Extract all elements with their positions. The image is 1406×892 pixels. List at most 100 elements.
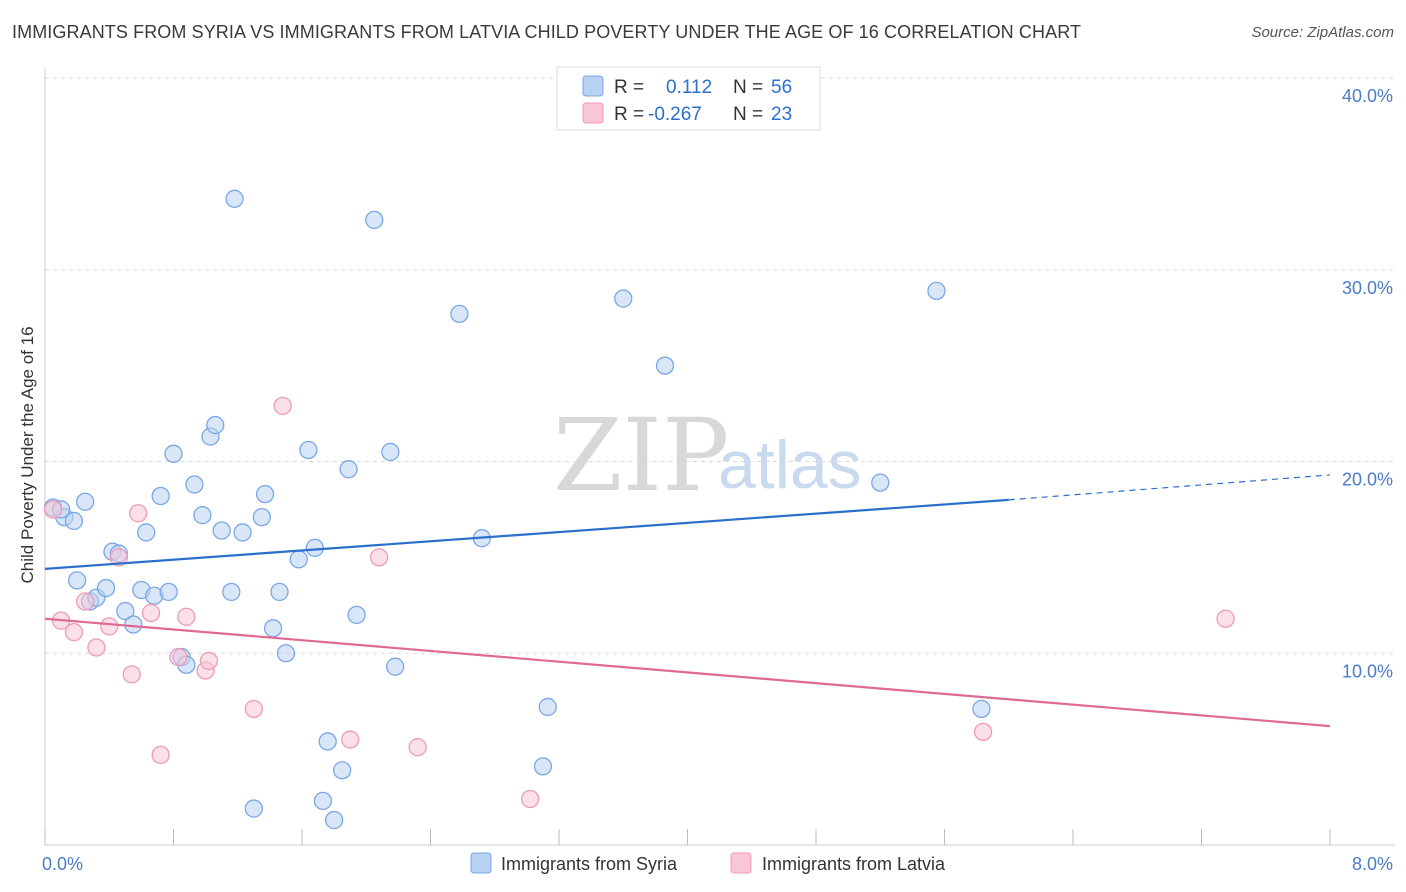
syria-point [159, 582, 178, 602]
y-tick-label: 20.0% [1342, 470, 1393, 490]
syria-point [972, 699, 991, 719]
syria-point [206, 415, 225, 435]
latvia-point [973, 722, 993, 742]
series-legend: Immigrants from Syria Immigrants from La… [470, 852, 946, 874]
syria-point [289, 550, 308, 569]
syria-point [193, 506, 212, 525]
y-tick-label: 10.0% [1342, 661, 1393, 681]
syria-point [927, 281, 946, 300]
legend-n-value-syria: 56 [771, 77, 792, 98]
watermark-atlas: atlas [718, 427, 862, 503]
series-label-latvia: Immigrants from Latvia [762, 854, 946, 874]
syria-point [233, 523, 252, 542]
syria-point [96, 578, 116, 598]
legend-n-value-latvia: 23 [771, 104, 792, 125]
syria-point [76, 492, 95, 511]
y-tick-label: 40.0% [1342, 86, 1393, 106]
latvia-point [177, 607, 196, 626]
syria-point [222, 582, 241, 602]
y-tick-labels: 10.0% 20.0% 30.0% 40.0% [1342, 86, 1393, 681]
syria-point [225, 189, 244, 208]
latvia-point [273, 396, 292, 416]
latvia-point [64, 623, 84, 642]
syria-trend-line-extension [1008, 474, 1331, 501]
legend-swatch-syria [582, 75, 604, 97]
legend-swatch-latvia [582, 102, 604, 124]
latvia-point [87, 638, 106, 657]
syria-trend-line [44, 498, 1009, 570]
syria-point [64, 511, 84, 531]
axes [44, 68, 1395, 846]
latvia-point [1216, 609, 1235, 628]
y-axis-label: Child Poverty Under the Age of 16 [18, 326, 37, 583]
gridlines [45, 77, 1395, 654]
latvia-point [369, 548, 389, 567]
legend-r-value-latvia: -0.267 [648, 104, 702, 125]
latvia-point [76, 592, 95, 611]
syria-point [67, 571, 87, 590]
legend-r-label-syria: R = [614, 77, 644, 98]
latvia-trend-line [44, 617, 1331, 728]
syria-point [614, 289, 633, 308]
syria-point [124, 615, 143, 634]
syria-point [538, 697, 557, 717]
syria-point [365, 210, 384, 230]
syria-point [655, 356, 675, 375]
syria-point [164, 444, 183, 463]
syria-point [299, 440, 318, 460]
syria-point [137, 523, 156, 542]
syria-point [151, 486, 170, 506]
latvia-point [169, 647, 188, 667]
syria-point [347, 605, 366, 625]
syria-point [263, 619, 283, 638]
latvia-point [151, 745, 170, 765]
syria-point [212, 521, 231, 540]
syria-point [276, 644, 296, 663]
syria-point [386, 657, 405, 676]
source-label: Source: ZipAtlas.com [1251, 24, 1394, 41]
x-tick-label: 8.0% [1352, 854, 1393, 874]
series-swatch-latvia [730, 852, 752, 874]
series-swatch-syria [470, 852, 492, 874]
latvia-point [199, 651, 218, 671]
data-points [43, 189, 1235, 830]
syria-point [255, 484, 275, 504]
x-tick-label: 0.0% [42, 854, 83, 874]
chart-title: IMMIGRANTS FROM SYRIA VS IMMIGRANTS FROM… [12, 22, 1082, 42]
syria-point [318, 732, 337, 751]
series-label-syria: Immigrants from Syria [501, 854, 678, 874]
correlation-legend: R = 0.112 N = 56 R = -0.267 N = 23 [556, 66, 821, 131]
syria-point [339, 460, 358, 479]
latvia-point [141, 603, 161, 623]
legend-r-value-syria: 0.112 [666, 77, 712, 98]
latvia-point [129, 504, 148, 523]
trend-lines [44, 474, 1331, 728]
latvia-point [43, 500, 63, 519]
latvia-point [408, 738, 427, 757]
watermark-zip: ZIP [553, 397, 729, 514]
latvia-point [244, 699, 263, 719]
legend-r-label-latvia: R = [614, 104, 644, 125]
syria-point [533, 757, 553, 776]
syria-point [185, 475, 204, 494]
syria-point [305, 538, 325, 557]
syria-point [871, 473, 890, 492]
latvia-point [100, 617, 119, 636]
legend-n-label-syria: N = [733, 77, 763, 98]
syria-point [324, 810, 344, 830]
x-tick-labels: 0.0% 8.0% [42, 854, 1393, 874]
syria-point [116, 601, 135, 621]
syria-point [381, 442, 400, 462]
syria-point [270, 582, 289, 602]
latvia-point [109, 548, 129, 567]
syria-point [252, 507, 271, 527]
syria-point [244, 799, 263, 818]
legend-n-label-latvia: N = [733, 104, 763, 125]
latvia-point [341, 730, 360, 749]
syria-point [333, 761, 352, 780]
syria-point [313, 791, 333, 811]
latvia-point [122, 665, 141, 684]
latvia-point [520, 789, 540, 809]
syria-point [450, 304, 469, 324]
